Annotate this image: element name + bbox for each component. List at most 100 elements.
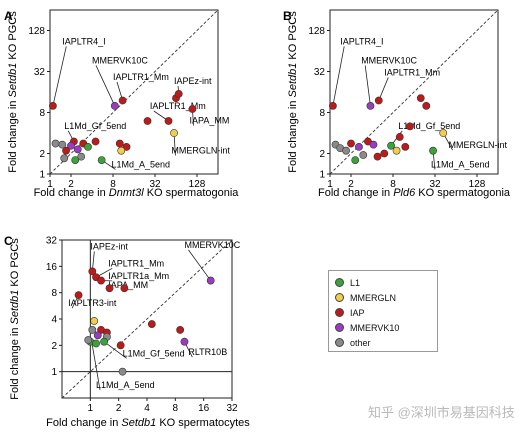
x-tick-label: 16 bbox=[198, 403, 210, 414]
y-tick-label: 8 bbox=[51, 288, 57, 299]
data-point-l1 bbox=[100, 337, 108, 346]
data-point-mmervk10 bbox=[366, 102, 375, 110]
annotation-label: MMERVK10C bbox=[361, 55, 417, 65]
data-point-iap bbox=[176, 326, 185, 334]
annotation-leader bbox=[332, 46, 345, 106]
x-tick-label: 32 bbox=[149, 179, 161, 190]
annotation-label: L1Md_A_5end bbox=[111, 159, 170, 169]
annotation-label: IAPA_MM bbox=[190, 116, 230, 126]
legend-label: IAP bbox=[350, 307, 365, 318]
x-tick-label: 32 bbox=[226, 403, 238, 414]
legend-swatch bbox=[335, 338, 344, 347]
y-tick-label: 16 bbox=[46, 262, 58, 273]
annotation-label: IAPLTR3-int bbox=[68, 298, 117, 308]
legend-item-mmergln: MMERGLN bbox=[335, 290, 431, 305]
data-point-other bbox=[77, 152, 86, 161]
data-point-mmergln bbox=[439, 129, 448, 137]
data-point-other bbox=[84, 336, 93, 344]
data-point-iap bbox=[88, 267, 97, 276]
annotation-leader bbox=[378, 77, 389, 101]
annotation-label: IAPEz-int bbox=[90, 241, 128, 251]
y-tick-label: 8 bbox=[319, 108, 325, 119]
data-point-other bbox=[60, 154, 69, 163]
data-point-iap bbox=[122, 143, 131, 151]
legend-item-l1: L1 bbox=[335, 275, 431, 290]
data-point-iap bbox=[406, 122, 414, 131]
data-point-iap bbox=[147, 320, 156, 328]
x-tick-label: 128 bbox=[189, 179, 206, 190]
identity-line bbox=[329, 9, 499, 175]
annotation-label: IAPEz-int bbox=[174, 76, 212, 86]
annotation-label: L1Md_Gf_5end bbox=[64, 121, 126, 131]
data-point-mmervk10 bbox=[110, 102, 119, 110]
data-point-iap bbox=[374, 96, 383, 105]
identity-line bbox=[61, 239, 233, 399]
x-tick-label: 1 bbox=[88, 403, 94, 414]
annotation-label: IAPLTR1_Mm bbox=[150, 101, 206, 111]
data-point-iap bbox=[143, 117, 152, 125]
data-point-l1 bbox=[429, 146, 437, 155]
annotation-leader bbox=[103, 341, 127, 359]
annotation-leader bbox=[188, 249, 212, 281]
legend-item-iap: IAP bbox=[335, 305, 431, 320]
y-tick-label: 2 bbox=[319, 149, 325, 160]
annotation-label: L1Md_A_5end bbox=[431, 159, 490, 169]
x-tick-label: 128 bbox=[469, 179, 486, 190]
data-point-iap bbox=[401, 143, 410, 151]
x-tick-label: 2 bbox=[68, 179, 74, 190]
data-point-iap bbox=[116, 341, 125, 350]
x-axis-label: Fold change in Pld6 KO spermatogonia bbox=[318, 187, 511, 199]
y-axis-label: Fold change in Setdb1 KO PGCs bbox=[287, 11, 299, 173]
annotation-label: L1Md_A_5end bbox=[96, 380, 155, 390]
data-point-l1 bbox=[97, 156, 106, 164]
x-axis-label: Fold change in Setdb1 KO spermatocytes bbox=[46, 417, 250, 429]
x-axis-label: Fold change in Dnmt3l KO spermatogonia bbox=[34, 187, 240, 199]
x-tick-label: 1 bbox=[47, 179, 53, 190]
annotation-label: MMERVK10C bbox=[184, 240, 240, 250]
y-tick-label: 2 bbox=[39, 149, 45, 160]
legend-item-mmervk10: MMERVK10 bbox=[335, 320, 431, 335]
data-point-mmervk10 bbox=[180, 337, 189, 346]
panel-c: C 1 2 4 8 16 32 1 2 4 8 16 32 Fold change in Setdb1 K… bbox=[4, 234, 250, 429]
x-tick-label: 1 bbox=[327, 179, 333, 190]
annotation-leader bbox=[91, 345, 101, 391]
annotation-label: IAPLTR1a_Mm bbox=[108, 271, 169, 281]
data-point-iap bbox=[416, 94, 425, 103]
y-tick-label: 2 bbox=[51, 341, 57, 352]
y-tick-label: 8 bbox=[39, 108, 45, 119]
data-point-iap bbox=[380, 149, 389, 158]
data-point-other bbox=[58, 140, 67, 149]
watermark-text: 知乎 @深圳市易基因科技 bbox=[368, 405, 515, 420]
data-point-l1 bbox=[351, 156, 360, 164]
data-point-iap bbox=[118, 96, 127, 105]
y-axis-label: Fold change in Setdb1 KO PGCs bbox=[9, 238, 21, 400]
annotation-leader bbox=[52, 46, 67, 106]
legend-swatch bbox=[335, 323, 344, 332]
legend-swatch bbox=[335, 308, 344, 317]
data-point-l1 bbox=[92, 339, 100, 348]
panel-letter: B bbox=[283, 9, 292, 23]
data-point-mmervk10 bbox=[67, 141, 75, 150]
y-tick-label: 1 bbox=[319, 170, 325, 181]
category-legend: L1 MMERGLN IAP MMERVK10 other bbox=[328, 270, 438, 352]
data-point-other bbox=[342, 146, 350, 155]
data-point-iap bbox=[395, 133, 404, 141]
y-tick-label: 1 bbox=[51, 367, 57, 378]
data-point-mmervk10 bbox=[206, 276, 215, 285]
data-point-iap bbox=[174, 90, 183, 98]
legend-label: MMERVK10 bbox=[350, 322, 400, 333]
annotation-label: RLTR10B bbox=[188, 347, 227, 357]
data-point-mmergln bbox=[90, 317, 99, 325]
data-point-mmervk10 bbox=[355, 143, 363, 151]
annotation-label: IAPLTR1_Mm bbox=[113, 72, 169, 82]
data-point-mmergln bbox=[117, 146, 126, 155]
data-point-other bbox=[51, 139, 60, 148]
y-axis-label: Fold change in Setdb1 KO PGCs bbox=[7, 11, 19, 173]
annotation-label: IAPLTR1_Mm bbox=[108, 258, 164, 268]
x-tick-label: 8 bbox=[390, 179, 396, 190]
x-tick-label: 8 bbox=[110, 179, 116, 190]
panel-letter: A bbox=[4, 9, 13, 23]
y-tick-label: 4 bbox=[51, 315, 57, 326]
